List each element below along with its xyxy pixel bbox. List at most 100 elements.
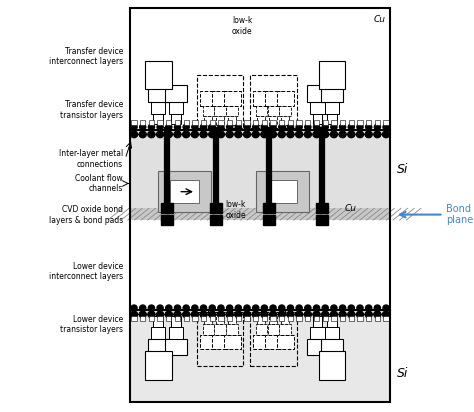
Bar <box>212 335 228 349</box>
Bar <box>314 119 319 124</box>
Bar <box>148 339 169 356</box>
Bar <box>357 119 363 124</box>
Bar <box>149 119 154 124</box>
Circle shape <box>296 311 303 318</box>
Bar <box>227 324 238 335</box>
Bar <box>157 316 163 321</box>
Bar <box>204 116 212 125</box>
Bar <box>245 119 250 124</box>
Circle shape <box>156 311 164 318</box>
Circle shape <box>287 124 293 130</box>
Bar <box>265 91 282 106</box>
Circle shape <box>218 124 224 130</box>
Circle shape <box>226 131 233 138</box>
Circle shape <box>244 305 250 311</box>
Circle shape <box>174 311 181 318</box>
Bar <box>183 119 189 124</box>
Circle shape <box>374 124 381 130</box>
Circle shape <box>148 124 155 130</box>
Text: low-k
oxide: low-k oxide <box>232 16 253 36</box>
Circle shape <box>313 131 320 138</box>
Circle shape <box>148 305 155 311</box>
Bar <box>224 335 241 349</box>
Bar <box>383 119 389 124</box>
Bar <box>192 119 198 124</box>
Circle shape <box>278 131 285 138</box>
Bar <box>219 316 224 321</box>
Circle shape <box>148 131 155 138</box>
Circle shape <box>166 305 172 311</box>
Bar <box>202 324 214 335</box>
Circle shape <box>339 131 346 138</box>
Bar <box>131 119 137 124</box>
Circle shape <box>348 311 355 318</box>
Circle shape <box>330 131 337 138</box>
Circle shape <box>218 305 224 311</box>
Circle shape <box>322 131 329 138</box>
Bar <box>288 316 293 321</box>
Bar <box>257 315 265 324</box>
Bar <box>325 102 339 114</box>
Bar <box>210 203 221 213</box>
Circle shape <box>365 124 372 130</box>
Bar <box>227 316 232 321</box>
Bar <box>215 106 226 116</box>
Circle shape <box>191 131 199 138</box>
Circle shape <box>131 305 137 311</box>
Circle shape <box>357 124 363 130</box>
Bar <box>154 316 163 327</box>
Bar <box>280 106 291 116</box>
Bar <box>307 339 328 356</box>
Circle shape <box>201 305 207 311</box>
Bar <box>319 61 346 89</box>
Bar <box>245 316 250 321</box>
Circle shape <box>174 124 181 130</box>
Bar <box>271 316 276 321</box>
Text: low-k
oxide: low-k oxide <box>226 200 246 220</box>
Bar <box>279 316 284 321</box>
Bar <box>216 116 224 125</box>
Bar <box>253 335 270 349</box>
Circle shape <box>374 305 381 311</box>
Text: Lower device
interconnect layers: Lower device interconnect layers <box>49 262 123 281</box>
Circle shape <box>348 131 355 138</box>
Bar <box>310 102 325 114</box>
Circle shape <box>339 305 346 311</box>
Bar <box>145 61 172 89</box>
Bar <box>224 91 241 106</box>
Bar <box>262 316 267 321</box>
Bar <box>228 315 236 324</box>
Circle shape <box>201 124 207 130</box>
Circle shape <box>356 311 364 318</box>
Circle shape <box>279 305 285 311</box>
Bar <box>263 203 274 213</box>
Circle shape <box>348 305 355 311</box>
Text: Transfer device
transistor layers: Transfer device transistor layers <box>60 100 123 119</box>
Circle shape <box>330 311 337 318</box>
Circle shape <box>218 131 225 138</box>
Bar <box>157 119 163 124</box>
Circle shape <box>270 311 277 318</box>
Bar <box>215 324 226 335</box>
Circle shape <box>130 131 137 138</box>
Bar <box>236 119 241 124</box>
Bar <box>171 316 181 327</box>
Bar <box>192 316 198 321</box>
Bar <box>175 119 180 124</box>
Bar <box>267 324 279 335</box>
Circle shape <box>261 305 267 311</box>
Circle shape <box>322 311 329 318</box>
Circle shape <box>148 311 155 318</box>
Circle shape <box>356 131 364 138</box>
Circle shape <box>278 311 285 318</box>
Bar <box>145 351 172 380</box>
Bar <box>166 316 172 321</box>
Circle shape <box>296 305 302 311</box>
Bar <box>297 119 302 124</box>
Circle shape <box>218 311 225 318</box>
Circle shape <box>235 131 242 138</box>
Circle shape <box>139 311 146 318</box>
Bar <box>257 116 265 125</box>
Bar <box>158 171 211 212</box>
Circle shape <box>235 124 241 130</box>
